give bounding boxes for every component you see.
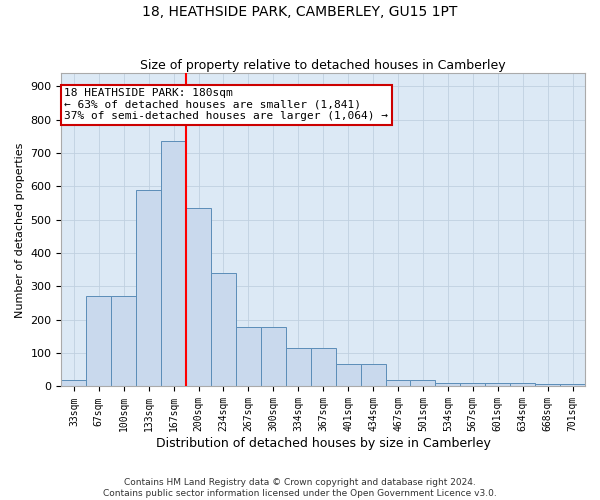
- Bar: [436, 383, 460, 386]
- Bar: [111, 296, 136, 386]
- Bar: [86, 296, 111, 386]
- Title: Size of property relative to detached houses in Camberley: Size of property relative to detached ho…: [140, 59, 506, 72]
- Bar: [361, 364, 386, 386]
- Bar: [510, 383, 535, 386]
- Bar: [186, 208, 211, 386]
- Bar: [136, 190, 161, 386]
- Bar: [161, 142, 186, 386]
- Bar: [211, 273, 236, 386]
- Bar: [535, 384, 560, 386]
- Bar: [311, 348, 335, 387]
- Y-axis label: Number of detached properties: Number of detached properties: [15, 142, 25, 318]
- Bar: [410, 380, 436, 386]
- Bar: [61, 380, 86, 386]
- Bar: [261, 327, 286, 386]
- Bar: [460, 383, 485, 386]
- Bar: [386, 380, 410, 386]
- Text: 18, HEATHSIDE PARK, CAMBERLEY, GU15 1PT: 18, HEATHSIDE PARK, CAMBERLEY, GU15 1PT: [142, 5, 458, 19]
- Bar: [485, 383, 510, 386]
- Bar: [236, 327, 261, 386]
- Text: 18 HEATHSIDE PARK: 180sqm
← 63% of detached houses are smaller (1,841)
37% of se: 18 HEATHSIDE PARK: 180sqm ← 63% of detac…: [64, 88, 388, 122]
- Bar: [560, 384, 585, 386]
- X-axis label: Distribution of detached houses by size in Camberley: Distribution of detached houses by size …: [156, 437, 491, 450]
- Bar: [335, 364, 361, 386]
- Text: Contains HM Land Registry data © Crown copyright and database right 2024.
Contai: Contains HM Land Registry data © Crown c…: [103, 478, 497, 498]
- Bar: [286, 348, 311, 387]
